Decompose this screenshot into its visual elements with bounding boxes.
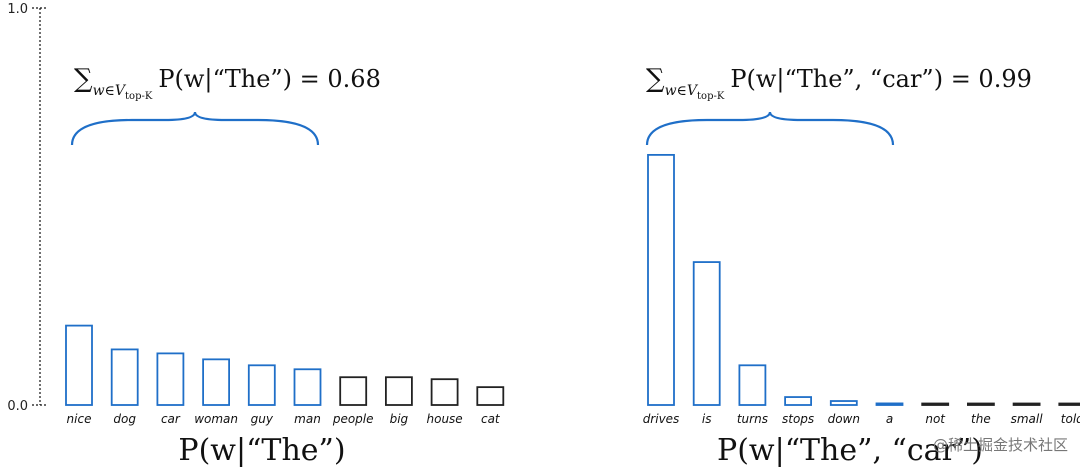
watermark: @稀土掘金技术社区	[933, 436, 1068, 454]
category-label-right-drives: drives	[643, 412, 680, 426]
bar-left-people	[339, 376, 368, 406]
category-label-right-turns: turns	[737, 412, 768, 426]
bar-left-house	[430, 378, 459, 406]
top-k-brace-right	[645, 111, 895, 146]
category-label-right-small: small	[1011, 412, 1044, 426]
sum-subsubscript-left: top-K	[125, 91, 153, 102]
bar-left-big	[384, 376, 413, 406]
x-axis-label-right: P(w|“The”, “car”)	[717, 433, 983, 468]
annotation-right: ∑w∈Vtop-K P(w|“The”, “car”) = 0.99	[646, 64, 1032, 102]
bar-left-car	[156, 352, 185, 406]
bar-right-a	[875, 402, 904, 406]
x-axis-label-left: P(w|“The”)	[178, 433, 345, 468]
bar-left-guy	[247, 364, 276, 406]
y-tick-label-top: 1.0	[7, 2, 28, 17]
sum-expression-right: P(w|“The”, “car”) = 0.99	[730, 65, 1032, 94]
category-label-left-big: big	[390, 412, 409, 426]
bars-left	[65, 324, 505, 406]
sum-subscript-left: w∈V	[93, 83, 127, 99]
sum-symbol-left: ∑	[74, 64, 93, 94]
sum-symbol-right: ∑	[646, 64, 665, 94]
sum-subscript-right: w∈V	[665, 83, 699, 99]
bar-right-turns	[738, 364, 767, 406]
y-tick-label-bottom: 0.0	[7, 399, 28, 414]
bar-left-dog	[110, 348, 139, 406]
bar-right-stops	[784, 396, 812, 406]
top-k-brace-left	[70, 111, 320, 146]
category-label-left-house: house	[427, 412, 463, 426]
category-label-right-not: not	[925, 412, 946, 426]
category-labels-left: nice dog car woman guy man people big house cat	[67, 412, 501, 426]
sum-expression-left: P(w|“The”) = 0.68	[158, 65, 381, 94]
category-label-right-a: a	[886, 412, 893, 426]
bar-left-man	[293, 368, 322, 406]
category-label-left-man: man	[294, 412, 321, 426]
category-label-right-is: is	[702, 412, 712, 426]
annotation-left: ∑w∈Vtop-K P(w|“The”) = 0.68	[74, 64, 381, 102]
category-label-left-guy: guy	[251, 412, 274, 426]
category-label-left-woman: woman	[194, 412, 238, 426]
bar-left-cat	[476, 386, 505, 406]
bar-right-told	[1058, 402, 1080, 406]
category-label-right-stops: stops	[782, 412, 814, 426]
category-label-right-told: told	[1061, 412, 1080, 426]
y-axis: 1.0 0.0	[7, 2, 47, 414]
category-label-right-down: down	[828, 412, 860, 426]
sum-subsubscript-right: top-K	[697, 91, 725, 102]
bars-right	[647, 153, 1080, 406]
bar-right-is	[692, 261, 721, 406]
category-label-left-people: people	[332, 412, 374, 426]
bar-right-not	[921, 402, 950, 406]
bar-right-down	[829, 400, 858, 406]
category-label-left-dog: dog	[113, 412, 136, 426]
category-label-left-nice: nice	[67, 412, 92, 426]
bar-left-woman	[202, 358, 231, 406]
category-label-right-the: the	[971, 412, 991, 426]
bar-right-small	[1012, 402, 1041, 406]
category-label-left-cat: cat	[481, 412, 501, 426]
bar-left-nice	[65, 324, 93, 406]
category-labels-right: drives is turns stops down a not the small told	[643, 412, 1080, 426]
category-label-left-car: car	[161, 412, 181, 426]
bar-right-drives	[647, 153, 675, 406]
bar-right-the	[967, 402, 995, 406]
